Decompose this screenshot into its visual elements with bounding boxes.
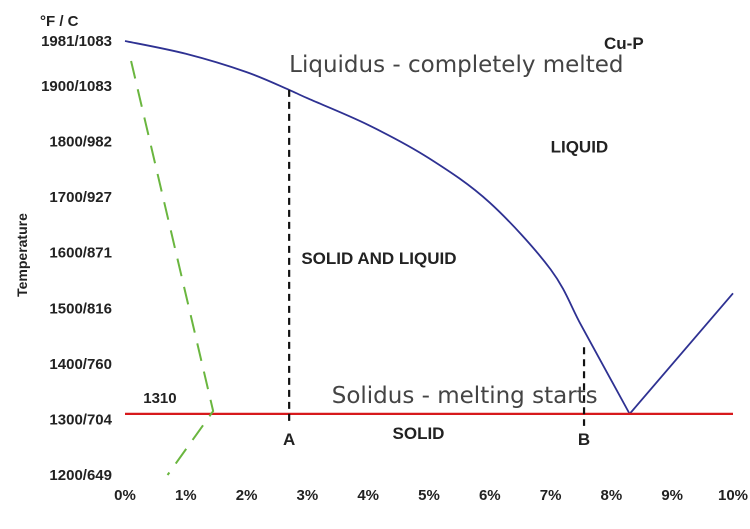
x-tick-label: 9% (661, 487, 683, 504)
annotation-text: SOLID AND LIQUID (301, 249, 456, 268)
y-axis-title-group: Temperature (14, 213, 30, 297)
marker-label: B (578, 430, 590, 449)
x-tick-label: 0% (114, 487, 136, 504)
annotations: Liquidus - completely melted Solidus - me… (143, 52, 623, 443)
y-tick-label: 1200/649 (49, 467, 112, 484)
chart-title: Cu-P (604, 34, 644, 53)
x-tick-label: 7% (540, 487, 562, 504)
y-tick-label: 1400/760 (49, 356, 112, 373)
annotation-text: SOLID (393, 424, 445, 443)
y-tick-label: 1900/1083 (41, 78, 112, 95)
y-unit-label: °F / C (40, 13, 79, 30)
series-line-0 (124, 40, 631, 415)
x-tick-label: 4% (357, 487, 379, 504)
y-tick-label: 1981/1083 (41, 33, 112, 50)
series-line-3 (130, 60, 215, 476)
x-tick-label: 5% (418, 487, 440, 504)
y-tick-label: 1500/816 (49, 300, 112, 317)
x-tick-label: 2% (236, 487, 258, 504)
x-tick-label: 1% (175, 487, 197, 504)
annotation-text: 1310 (143, 390, 176, 407)
y-tick-label: 1700/927 (49, 189, 112, 206)
x-tick-label: 10% (718, 487, 748, 504)
x-tick-label: 6% (479, 487, 501, 504)
marker-label: A (283, 430, 295, 449)
series-lines (124, 40, 734, 476)
series-line-1 (628, 292, 734, 415)
annotation-text: Liquidus - completely melted (289, 52, 623, 78)
annotation-text: Solidus - melting starts (332, 383, 598, 409)
y-tick-labels: 1981/1083 1900/1083 1800/982 1700/927 1600/8… (41, 33, 113, 484)
x-tick-label: 8% (601, 487, 623, 504)
x-tick-label: 3% (297, 487, 319, 504)
y-tick-label: 1600/871 (49, 245, 112, 262)
x-tick-labels: 0% 1% 2% 3% 4% 5% 6% 7% 8% 9% 10% (114, 487, 748, 504)
y-tick-label: 1800/982 (49, 134, 112, 151)
y-axis-title: Temperature (14, 213, 30, 297)
y-tick-label: 1300/704 (49, 411, 112, 428)
annotation-text: LIQUID (551, 138, 609, 157)
